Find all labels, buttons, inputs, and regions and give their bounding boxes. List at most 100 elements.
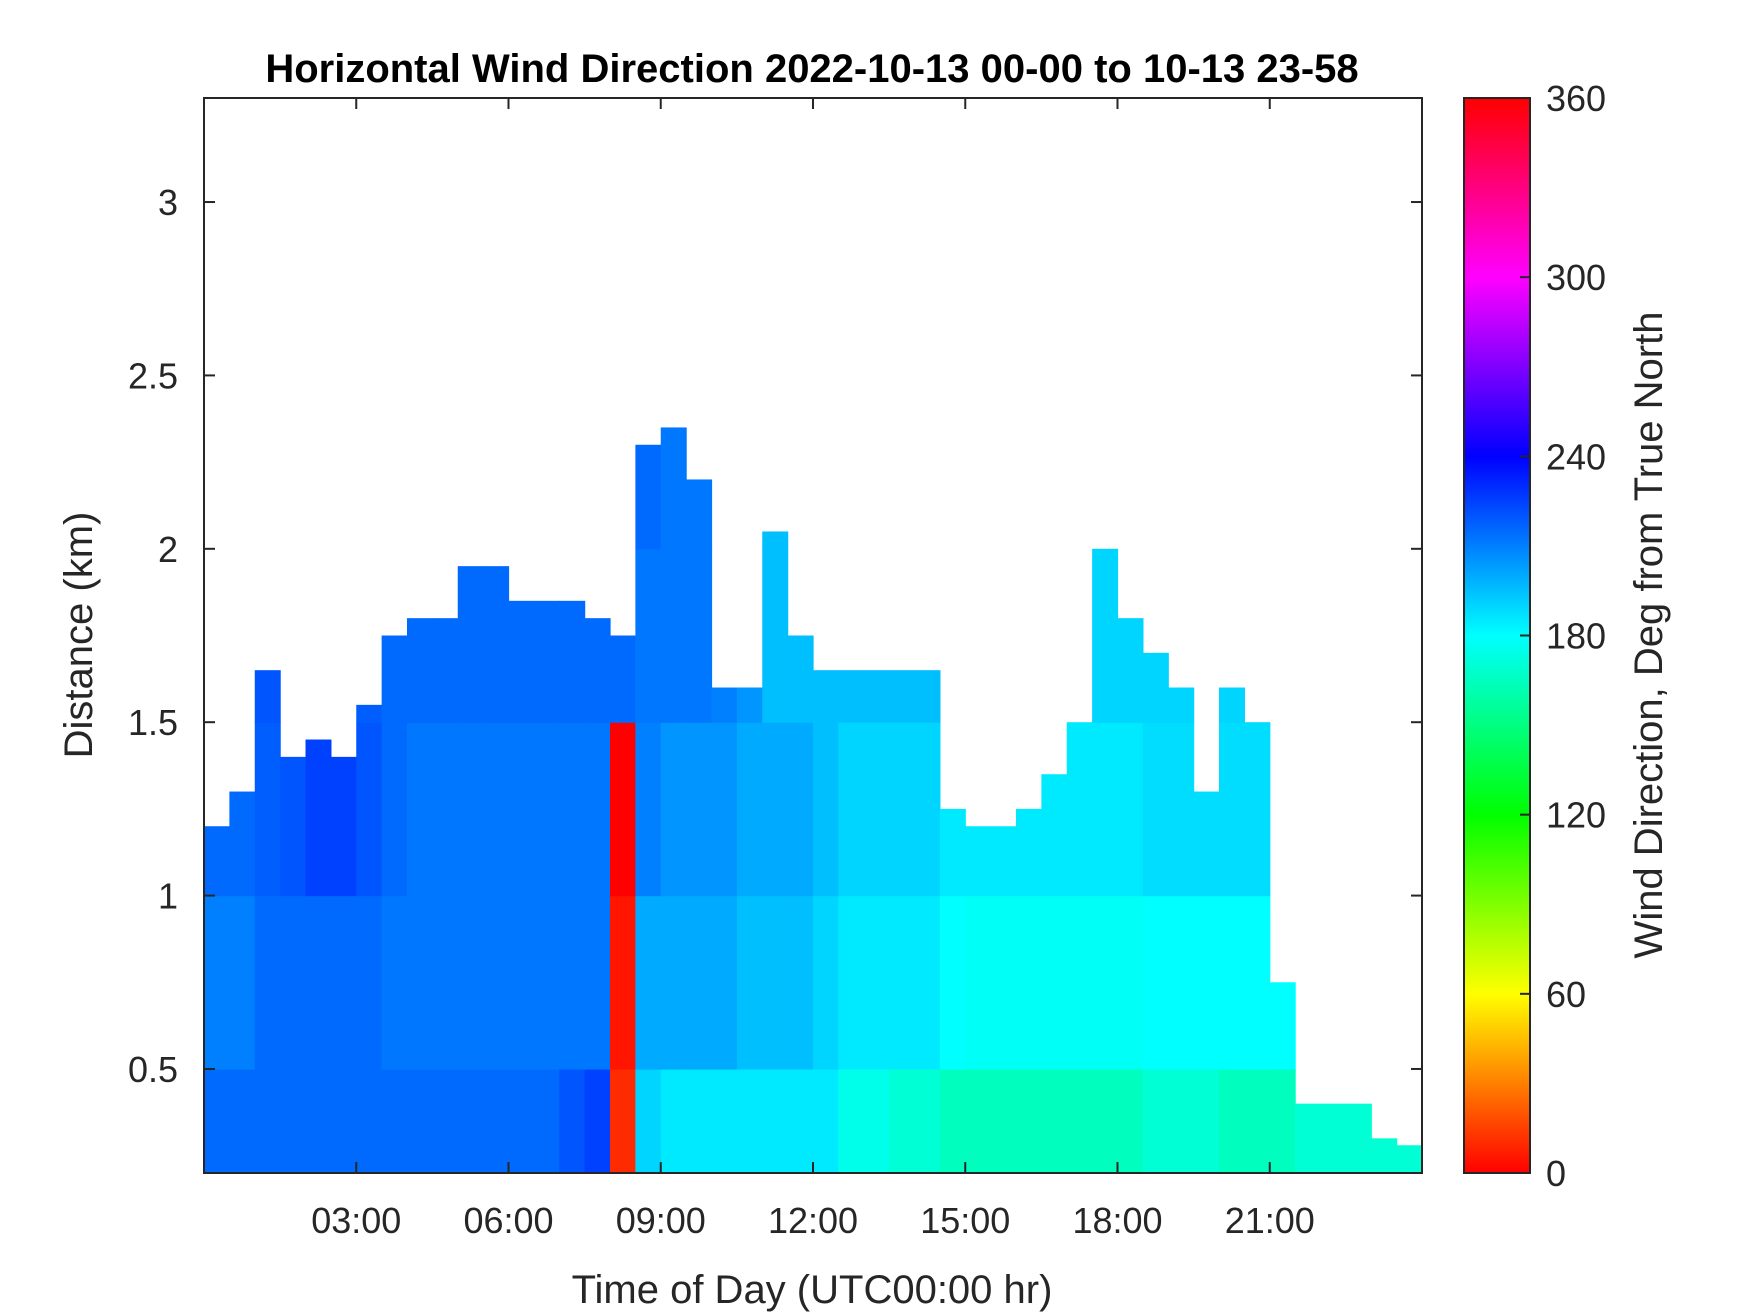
heatmap-cell bbox=[254, 895, 281, 1070]
x-tick-label: 12:00 bbox=[768, 1200, 858, 1241]
heatmap-cell bbox=[1016, 1068, 1042, 1173]
x-tick-label: 15:00 bbox=[920, 1200, 1010, 1241]
heatmap-cell bbox=[1016, 808, 1042, 897]
heatmap-cell bbox=[990, 1068, 1017, 1173]
heatmap-cell bbox=[1269, 982, 1296, 1070]
heatmap-cell bbox=[508, 600, 535, 723]
heatmap-cell bbox=[1066, 722, 1093, 897]
heatmap-cell bbox=[813, 895, 839, 1070]
heatmap-cell bbox=[1066, 895, 1093, 1070]
heatmap-cell bbox=[838, 895, 865, 1070]
heatmap-cell bbox=[1219, 895, 1245, 1070]
colorbar-tick-label: 240 bbox=[1546, 436, 1606, 477]
y-tick-label: 1 bbox=[158, 876, 178, 917]
heatmap-cell bbox=[1117, 722, 1144, 897]
heatmap-cell bbox=[939, 808, 966, 897]
heatmap-cell bbox=[204, 826, 230, 897]
heatmap-cell bbox=[1092, 548, 1119, 723]
colorbar-tick-label: 60 bbox=[1546, 974, 1586, 1015]
chart-title: Horizontal Wind Direction 2022-10-13 00-… bbox=[265, 47, 1358, 91]
heatmap-cell bbox=[762, 895, 789, 1070]
x-axis-label: Time of Day (UTC00:00 hr) bbox=[572, 1268, 1053, 1312]
heatmap-cell bbox=[280, 1068, 307, 1173]
heatmap-cell bbox=[1193, 895, 1220, 1070]
heatmap-cell bbox=[483, 1068, 510, 1173]
heatmap-cell bbox=[407, 618, 433, 723]
heatmap-cell bbox=[533, 722, 560, 897]
heatmap-cell bbox=[736, 1068, 763, 1173]
heatmap-cell bbox=[1092, 1068, 1119, 1173]
heatmap-cell bbox=[838, 722, 865, 897]
heatmap-cell bbox=[787, 895, 814, 1070]
heatmap-cell bbox=[584, 722, 611, 897]
heatmap-cell bbox=[204, 895, 230, 1070]
heatmap-cell bbox=[1117, 618, 1144, 723]
heatmap-cell bbox=[686, 1068, 713, 1173]
heatmap-cell bbox=[1244, 895, 1271, 1070]
heatmap-cell bbox=[584, 618, 611, 723]
heatmap-cell bbox=[635, 1068, 662, 1173]
heatmap-cell bbox=[330, 756, 357, 897]
heatmap-cell bbox=[229, 1068, 256, 1173]
heatmap-cell bbox=[229, 791, 256, 897]
heatmap-cell bbox=[711, 895, 738, 1070]
y-tick-label: 0.5 bbox=[128, 1049, 178, 1090]
heatmap-cell bbox=[610, 1068, 636, 1173]
heatmap-cell bbox=[889, 1068, 916, 1173]
heatmap-cell bbox=[1168, 1068, 1195, 1173]
heatmap-cell bbox=[1041, 774, 1068, 897]
heatmap-cells bbox=[204, 427, 1422, 1173]
heatmap-cell bbox=[229, 895, 256, 1070]
heatmap-cell bbox=[305, 739, 332, 897]
heatmap-cell bbox=[711, 687, 738, 723]
heatmap-cell bbox=[736, 722, 763, 897]
heatmap-cell bbox=[660, 895, 687, 1070]
heatmap-cell bbox=[736, 687, 763, 723]
heatmap-cell bbox=[1117, 895, 1144, 1070]
heatmap-cell bbox=[381, 1068, 408, 1173]
heatmap-cell bbox=[610, 895, 636, 1070]
heatmap-cell bbox=[1320, 1103, 1347, 1173]
heatmap-cell bbox=[965, 1068, 992, 1173]
heatmap-cell bbox=[1219, 687, 1245, 723]
heatmap-cell bbox=[762, 531, 789, 550]
heatmap-cell bbox=[939, 1068, 966, 1173]
heatmap-cell bbox=[686, 479, 713, 550]
heatmap-cell bbox=[686, 722, 713, 897]
heatmap-cell bbox=[432, 895, 459, 1070]
heatmap-cell bbox=[1142, 652, 1169, 723]
heatmap-cell bbox=[1244, 722, 1271, 897]
x-tick-label: 21:00 bbox=[1225, 1200, 1315, 1241]
heatmap-cell bbox=[610, 722, 636, 897]
heatmap-cell bbox=[1219, 1068, 1245, 1173]
heatmap-cell bbox=[660, 427, 687, 550]
x-tick-label: 03:00 bbox=[311, 1200, 401, 1241]
heatmap-cell bbox=[381, 635, 408, 723]
heatmap-cell bbox=[965, 826, 992, 897]
heatmap-cell bbox=[1193, 791, 1220, 897]
heatmap-cell bbox=[813, 670, 839, 723]
colorbar-ticks: 0 60 120 180 240 300 360 bbox=[1520, 78, 1606, 1194]
heatmap-cell bbox=[1193, 1068, 1220, 1173]
heatmap-cell bbox=[432, 618, 459, 723]
heatmap-cell bbox=[483, 722, 510, 897]
heatmap-cell bbox=[330, 895, 357, 1070]
y-tick-label: 2.5 bbox=[128, 355, 178, 396]
heatmap-cell bbox=[711, 1068, 738, 1173]
heatmap-cell bbox=[305, 895, 332, 1070]
heatmap-cell bbox=[914, 1068, 941, 1173]
heatmap-cell bbox=[1142, 1068, 1169, 1173]
y-tick-label: 2 bbox=[158, 529, 178, 570]
heatmap-cell bbox=[787, 722, 814, 897]
heatmap-cell bbox=[1092, 722, 1119, 897]
heatmap-cell bbox=[939, 895, 966, 1070]
heatmap-cell bbox=[1142, 722, 1169, 897]
heatmap-cell bbox=[889, 895, 916, 1070]
heatmap-cell bbox=[610, 635, 636, 723]
heatmap-cell bbox=[965, 895, 992, 1070]
heatmap-cell bbox=[914, 722, 941, 897]
heatmap-cell bbox=[914, 670, 941, 723]
colorbar-label: Wind Direction, Deg from True North bbox=[1627, 312, 1671, 959]
y-axis-label: Distance (km) bbox=[57, 512, 101, 759]
